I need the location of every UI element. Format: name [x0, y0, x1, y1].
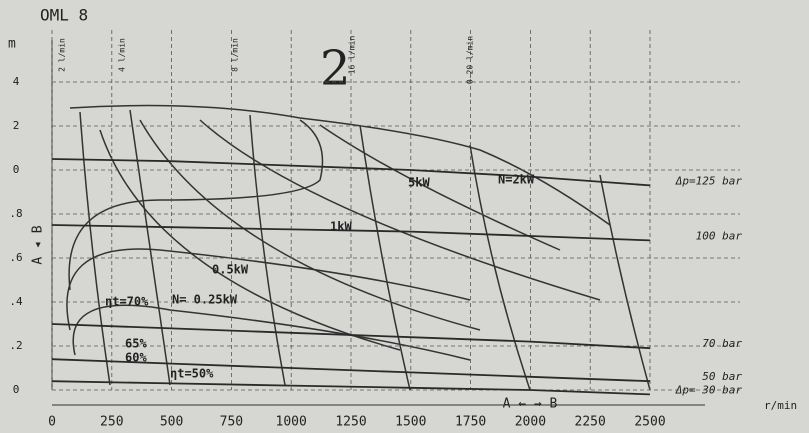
- flow-label: 0-20 l/min: [466, 36, 475, 84]
- pressure-line: [51, 380, 651, 396]
- annotation: 60%: [125, 351, 147, 365]
- legend-label: 50 bar: [702, 370, 742, 383]
- y-tick-label: .2: [9, 339, 22, 352]
- flow-curve: [359, 124, 411, 391]
- pressure-line: [51, 358, 651, 383]
- legend-label: Δp=125 bar: [675, 174, 743, 187]
- x-tick-label: 2250: [575, 415, 606, 430]
- legend-label: 100 bar: [696, 229, 743, 242]
- side-label: A ◂ B: [31, 225, 46, 264]
- efficiency-curve: [66, 248, 471, 331]
- efficiency-curve: [68, 119, 324, 291]
- annotation: N= 0.25kW: [172, 293, 238, 307]
- y-tick-label: 0: [13, 383, 20, 396]
- x-tick-label: 1000: [276, 415, 307, 430]
- flow-curve: [599, 174, 651, 391]
- y-tick-label: .8: [9, 207, 22, 220]
- annotation: 65%: [125, 337, 147, 351]
- y-axis-label: m: [8, 37, 16, 52]
- annotation: 5kW: [408, 176, 430, 190]
- iso-curves: [66, 104, 651, 391]
- x-tick-label: 2500: [634, 415, 665, 430]
- x-tick-label: 2000: [515, 415, 546, 430]
- x-tick-label: 0: [48, 415, 56, 430]
- x-tick-label: 1750: [455, 415, 486, 430]
- y-tick-label: 0: [13, 163, 20, 176]
- annotation: 0.5kW: [212, 263, 249, 277]
- y-tick-label: 4: [13, 75, 20, 88]
- power-curve: [199, 119, 601, 301]
- pressure-line: [51, 323, 651, 350]
- flow-label: 2 l/min: [58, 38, 67, 72]
- chart-title: OML 8: [40, 6, 88, 25]
- legend-label: 70 bar: [702, 337, 742, 350]
- annotation: ηt=70%: [105, 295, 149, 309]
- x-tick-label: 500: [160, 415, 183, 430]
- legend-label: Δp= 30 bar: [675, 383, 743, 396]
- x-tick-label: 1250: [335, 415, 366, 430]
- annotation: ηt=50%: [170, 367, 214, 381]
- power-curve: [99, 129, 401, 351]
- flow-curve: [79, 111, 111, 386]
- y-tick-label: 2: [13, 119, 20, 132]
- power-curve: [139, 119, 481, 331]
- y-tick-label: .4: [9, 295, 23, 308]
- direction-label: A ← → B: [503, 397, 558, 412]
- x-tick-label: 750: [220, 415, 243, 430]
- x-tick-label: 1500: [395, 415, 426, 430]
- flow-label: 16 l/min: [348, 36, 357, 75]
- flow-curve: [469, 144, 531, 391]
- annotation: 1kW: [330, 220, 352, 234]
- pressure-line: [51, 158, 651, 187]
- efficiency-curve: [72, 304, 471, 361]
- annotation: N=2kW: [498, 173, 535, 187]
- x-tick-label: 250: [100, 415, 123, 430]
- pressure-line: [51, 224, 651, 242]
- y-tick-label: .6: [9, 251, 22, 264]
- x-axis-label: r/min: [764, 399, 797, 412]
- power-curve: [319, 124, 561, 251]
- flow-label: 8 l/min: [231, 38, 240, 72]
- flow-label: 4 l/min: [118, 38, 127, 72]
- handwritten-mark: 2: [320, 41, 351, 97]
- flow-curve: [249, 114, 286, 386]
